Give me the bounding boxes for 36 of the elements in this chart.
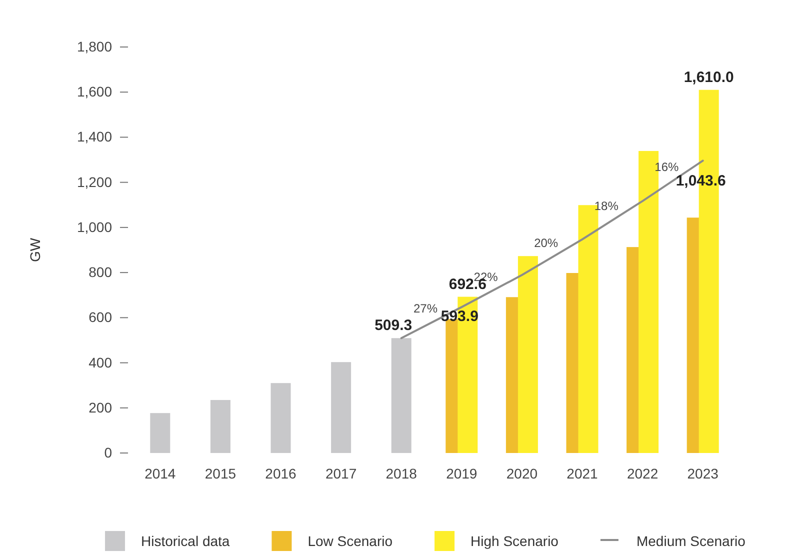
y-tick-label: 600 bbox=[88, 309, 112, 326]
bar bbox=[391, 338, 412, 453]
bar bbox=[150, 413, 170, 453]
y-tick-label: 1,400 bbox=[76, 128, 112, 145]
bar bbox=[270, 383, 291, 453]
x-tick-label: 2018 bbox=[386, 465, 418, 482]
data-label: 1,610.0 bbox=[684, 68, 734, 86]
y-tick-label: 0 bbox=[104, 444, 112, 460]
y-tick-label: 1,800 bbox=[76, 38, 112, 54]
y-tick-label: 1,000 bbox=[76, 218, 112, 235]
bar bbox=[331, 362, 352, 453]
legend-label: Low Scenario bbox=[308, 533, 393, 549]
legend-label: High Scenario bbox=[470, 533, 559, 549]
y-tick-label: 400 bbox=[88, 354, 112, 370]
x-tick-label: 2022 bbox=[626, 465, 658, 482]
x-tick-label: 2019 bbox=[446, 465, 478, 482]
x-tick-label: 2016 bbox=[265, 465, 297, 482]
y-tick-label: 800 bbox=[88, 264, 112, 280]
y-tick-label: 1,200 bbox=[76, 174, 112, 190]
y-tick-label: 1,600 bbox=[76, 84, 112, 100]
annotation: 27% bbox=[413, 302, 438, 316]
x-tick-label: 2020 bbox=[506, 465, 538, 482]
y-tick-label: 200 bbox=[88, 399, 112, 416]
y-axis-title: GW bbox=[27, 237, 43, 262]
annotation: 20% bbox=[534, 236, 558, 250]
x-tick-label: 2015 bbox=[204, 465, 236, 482]
bar bbox=[210, 400, 230, 453]
legend-label: Medium Scenario bbox=[636, 533, 746, 549]
x-tick-label: 2021 bbox=[566, 465, 598, 482]
x-tick-label: 2023 bbox=[687, 465, 719, 482]
legend-label: Historical data bbox=[141, 533, 230, 549]
x-tick-label: 2017 bbox=[325, 465, 357, 482]
x-tick-label: 2014 bbox=[144, 465, 176, 482]
data-label: 509.3 bbox=[374, 317, 412, 334]
annotation: 18% bbox=[594, 199, 619, 214]
bar bbox=[518, 256, 538, 453]
